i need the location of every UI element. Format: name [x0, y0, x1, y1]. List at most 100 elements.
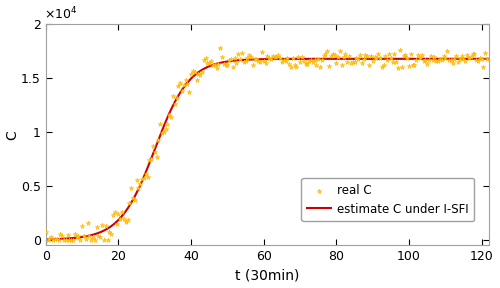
- real C: [368, 58, 376, 63]
- estimate C under I-SFI: [396, 57, 402, 60]
- estimate C under I-SFI: [238, 58, 244, 62]
- real C: [420, 58, 428, 63]
- real C: [245, 53, 253, 57]
- real C: [290, 62, 298, 67]
- real C: [312, 63, 320, 68]
- real C: [294, 55, 302, 60]
- estimate C under I-SFI: [222, 60, 228, 64]
- real C: [132, 178, 140, 183]
- real C: [292, 65, 300, 70]
- real C: [423, 61, 431, 66]
- real C: [166, 113, 173, 118]
- real C: [69, 237, 77, 242]
- real C: [144, 175, 152, 179]
- real C: [162, 127, 170, 132]
- real C: [280, 58, 287, 63]
- real C: [129, 196, 137, 200]
- real C: [284, 56, 292, 60]
- real C: [51, 237, 59, 241]
- real C: [360, 57, 368, 62]
- real C: [178, 89, 186, 94]
- real C: [310, 58, 318, 62]
- real C: [480, 65, 488, 69]
- real C: [412, 58, 420, 63]
- real C: [363, 54, 371, 59]
- real C: [170, 102, 178, 106]
- real C: [370, 55, 378, 59]
- real C: [328, 51, 336, 56]
- real C: [227, 57, 235, 62]
- real C: [249, 62, 257, 67]
- real C: [262, 60, 270, 65]
- real C: [222, 62, 230, 67]
- real C: [252, 57, 260, 62]
- real C: [192, 77, 200, 82]
- real C: [396, 48, 404, 52]
- real C: [320, 54, 328, 58]
- real C: [474, 59, 482, 63]
- real C: [278, 59, 286, 64]
- real C: [167, 115, 175, 119]
- real C: [84, 221, 92, 225]
- real C: [483, 56, 491, 61]
- real C: [107, 232, 115, 236]
- real C: [240, 60, 248, 64]
- real C: [202, 56, 209, 60]
- real C: [416, 55, 424, 60]
- real C: [448, 61, 456, 66]
- real C: [472, 58, 480, 62]
- real C: [174, 84, 182, 89]
- real C: [82, 236, 90, 241]
- real C: [394, 65, 402, 70]
- real C: [269, 53, 277, 58]
- real C: [136, 182, 144, 187]
- real C: [182, 78, 190, 82]
- real C: [256, 60, 264, 64]
- real C: [324, 49, 332, 54]
- real C: [232, 60, 240, 65]
- real C: [206, 60, 214, 65]
- real C: [327, 53, 335, 58]
- real C: [408, 63, 416, 67]
- real C: [89, 235, 97, 240]
- real C: [440, 54, 448, 58]
- real C: [71, 232, 79, 237]
- real C: [432, 59, 440, 64]
- real C: [214, 61, 222, 66]
- real C: [58, 234, 66, 238]
- real C: [66, 237, 74, 242]
- real C: [156, 122, 164, 126]
- real C: [122, 220, 130, 225]
- real C: [270, 55, 278, 59]
- real C: [104, 237, 112, 242]
- real C: [445, 58, 453, 62]
- real C: [403, 56, 411, 60]
- real C: [405, 64, 413, 68]
- real C: [106, 230, 114, 234]
- real C: [52, 237, 60, 241]
- real C: [92, 224, 100, 229]
- real C: [126, 201, 134, 206]
- real C: [309, 60, 317, 65]
- real C: [116, 217, 124, 221]
- real C: [238, 50, 246, 55]
- real C: [127, 186, 135, 191]
- real C: [347, 61, 355, 66]
- real C: [124, 218, 132, 223]
- real C: [452, 54, 460, 58]
- real C: [267, 57, 275, 62]
- real C: [265, 56, 273, 61]
- real C: [388, 60, 396, 64]
- real C: [390, 52, 398, 56]
- real C: [463, 52, 471, 57]
- real C: [254, 59, 262, 63]
- real C: [250, 56, 258, 61]
- real C: [164, 122, 172, 126]
- real C: [330, 52, 338, 57]
- real C: [76, 237, 84, 242]
- real C: [86, 234, 94, 238]
- real C: [304, 62, 312, 67]
- estimate C under I-SFI: [347, 57, 353, 60]
- real C: [236, 57, 244, 62]
- real C: [436, 56, 444, 61]
